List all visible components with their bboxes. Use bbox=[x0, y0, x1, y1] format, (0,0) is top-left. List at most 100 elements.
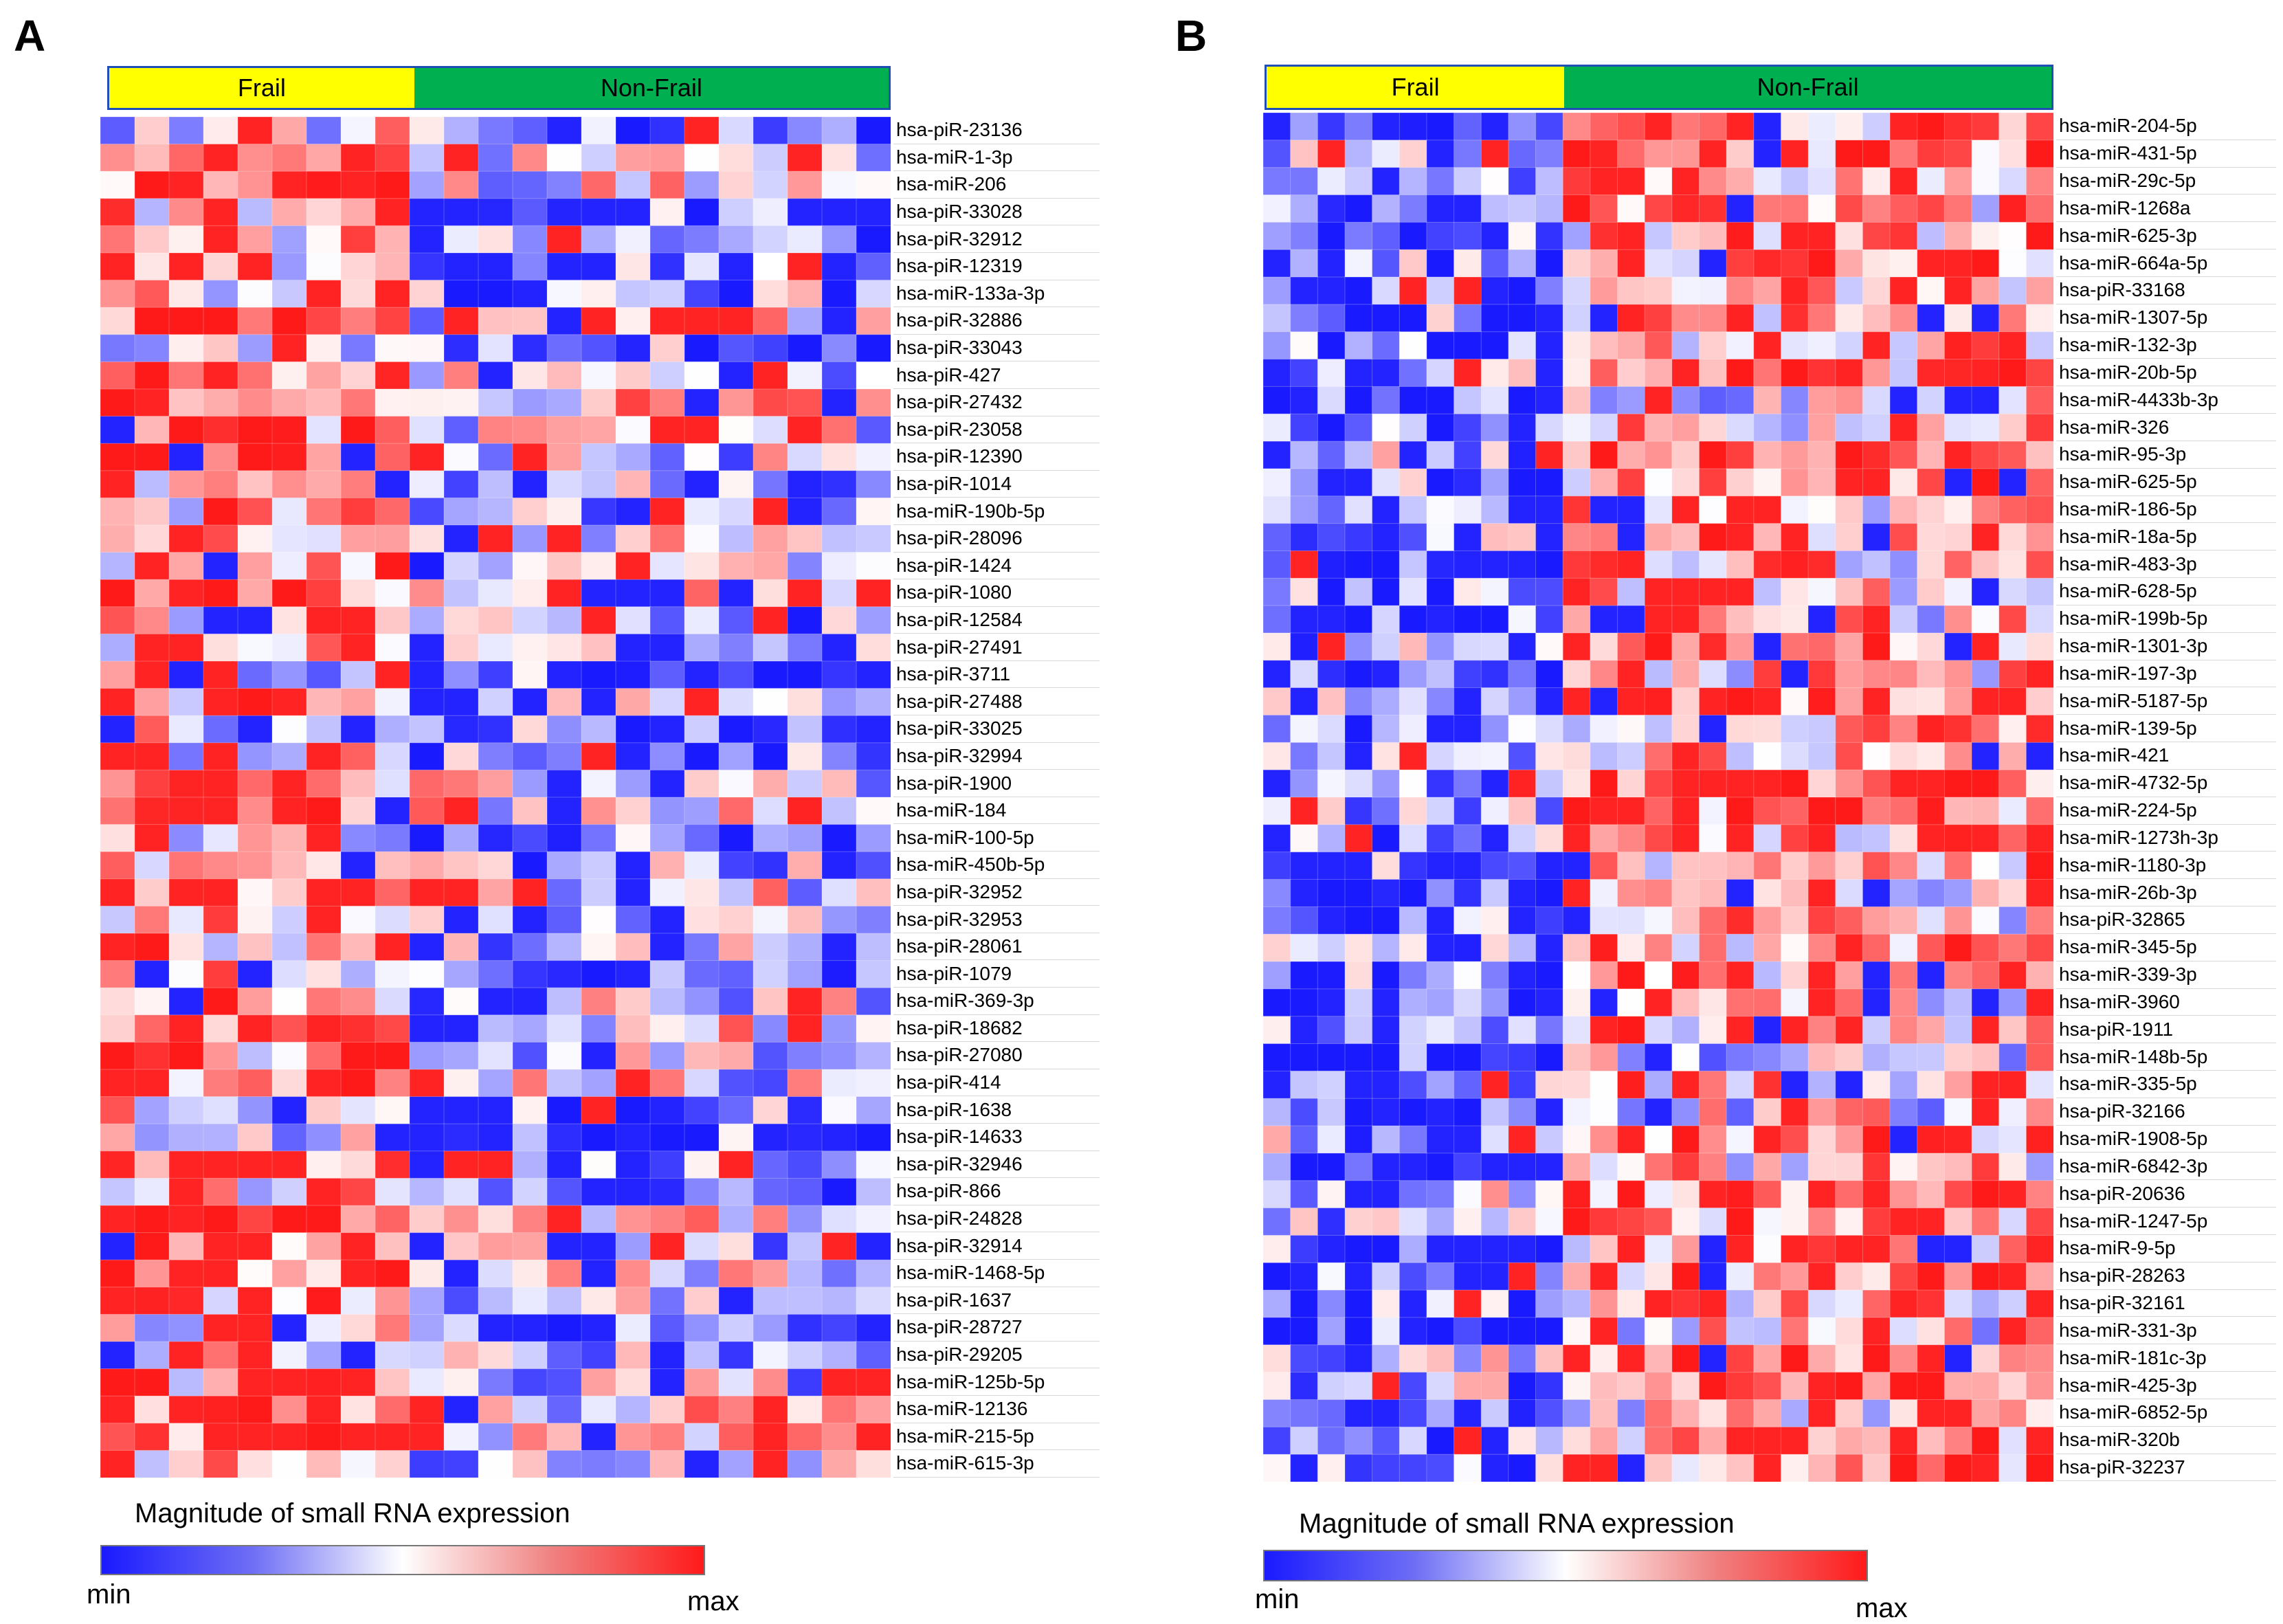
heatmap-cell bbox=[1535, 468, 1564, 497]
panel-a-letter: A bbox=[14, 11, 46, 60]
heatmap-cell bbox=[856, 1123, 891, 1152]
heatmap-cell bbox=[306, 1041, 342, 1071]
heatmap-cell bbox=[718, 225, 754, 254]
heatmap-cell bbox=[1344, 1372, 1373, 1401]
heatmap-cell bbox=[718, 252, 754, 281]
heatmap-cell bbox=[649, 1449, 685, 1478]
heatmap-cell bbox=[1454, 496, 1482, 524]
heatmap-cell bbox=[581, 960, 616, 989]
heatmap-cell bbox=[1562, 1317, 1591, 1346]
heatmap-cell bbox=[1753, 660, 1782, 689]
heatmap-cell bbox=[1753, 1344, 1782, 1373]
heatmap-cell bbox=[1617, 113, 1646, 141]
heatmap-cell bbox=[1944, 577, 1973, 607]
heatmap-cell bbox=[168, 416, 204, 445]
heatmap-cell bbox=[1862, 933, 1891, 963]
heatmap-cell bbox=[1917, 386, 1946, 415]
heatmap-cell bbox=[1535, 1234, 1564, 1264]
heatmap-cell bbox=[1508, 988, 1537, 1017]
heatmap-cell bbox=[1399, 359, 1427, 388]
heatmap-cell bbox=[134, 117, 170, 145]
heatmap-cell bbox=[1917, 961, 1946, 990]
heatmap-cell bbox=[1835, 276, 1864, 305]
heatmap-cell bbox=[443, 443, 479, 471]
heatmap-cell bbox=[1753, 714, 1782, 744]
heatmap-cell bbox=[1535, 1153, 1564, 1181]
heatmap-cell bbox=[168, 1449, 204, 1478]
heatmap-cell bbox=[1917, 167, 1946, 196]
heatmap-cell bbox=[1290, 687, 1319, 716]
heatmap-cell bbox=[512, 688, 548, 717]
heatmap-cell bbox=[718, 1041, 754, 1071]
heatmap-cell bbox=[684, 1423, 720, 1451]
heatmap-cell bbox=[1644, 413, 1673, 443]
heatmap-cell bbox=[1535, 577, 1564, 607]
heatmap-cell bbox=[1917, 1208, 1946, 1236]
heatmap-cell bbox=[1698, 852, 1728, 880]
heatmap-cell bbox=[1617, 386, 1646, 415]
heatmap-cell bbox=[237, 1041, 273, 1071]
row-label: hsa-miR-431-5p bbox=[2056, 140, 2276, 168]
heatmap-cell bbox=[443, 1041, 479, 1071]
heatmap-cell bbox=[581, 1014, 616, 1043]
heatmap-cell bbox=[1344, 769, 1373, 798]
heatmap-cell bbox=[1290, 769, 1319, 798]
heatmap-cell bbox=[203, 524, 238, 553]
heatmap-cell bbox=[1889, 961, 1918, 990]
heatmap-cell bbox=[856, 824, 891, 853]
heatmap-cell bbox=[546, 987, 582, 1016]
heatmap-cell bbox=[718, 1368, 754, 1397]
heatmap-cell bbox=[2025, 523, 2053, 552]
heatmap-cell bbox=[1998, 413, 2027, 443]
heatmap-cell bbox=[443, 606, 479, 635]
heatmap-cell bbox=[1480, 1317, 1509, 1346]
heatmap-cell bbox=[306, 1395, 342, 1424]
row-label: hsa-piR-1079 bbox=[893, 960, 1100, 988]
heatmap-cell bbox=[512, 388, 548, 417]
heatmap-cell bbox=[2025, 742, 2053, 771]
heatmap-cell bbox=[546, 1205, 582, 1234]
heatmap-cell bbox=[1480, 523, 1509, 552]
heatmap-cell bbox=[1807, 797, 1836, 825]
heatmap-cell bbox=[375, 198, 410, 227]
heatmap-cell bbox=[443, 524, 479, 553]
heatmap-cell bbox=[375, 552, 410, 581]
heatmap-cell bbox=[340, 334, 376, 363]
heatmap-cell bbox=[1344, 194, 1373, 223]
heatmap-cell bbox=[546, 144, 582, 173]
heatmap-cell bbox=[1835, 113, 1864, 141]
heatmap-cell bbox=[1454, 1125, 1482, 1154]
heatmap-cell bbox=[753, 1423, 788, 1451]
heatmap-cell bbox=[684, 606, 720, 635]
heatmap-cell bbox=[1944, 496, 1973, 524]
heatmap-cell bbox=[1344, 1399, 1373, 1428]
heatmap-cell bbox=[1726, 331, 1755, 360]
heatmap-cell bbox=[134, 416, 170, 445]
heatmap-cell bbox=[100, 416, 135, 445]
heatmap-cell bbox=[856, 1313, 891, 1343]
heatmap-cell bbox=[478, 470, 513, 499]
heatmap-cell bbox=[787, 1150, 823, 1179]
heatmap-cell bbox=[1862, 1016, 1891, 1045]
heatmap-cell bbox=[1426, 276, 1455, 305]
heatmap-cell bbox=[100, 1096, 135, 1125]
heatmap-cell bbox=[1807, 113, 1836, 141]
heatmap-cell bbox=[1399, 933, 1427, 963]
heatmap-cell bbox=[203, 715, 238, 744]
heatmap-cell bbox=[1480, 413, 1509, 443]
heatmap-cell bbox=[1644, 687, 1673, 716]
heatmap-cell bbox=[1590, 468, 1618, 497]
heatmap-cell bbox=[1862, 331, 1891, 360]
heatmap-cell bbox=[512, 443, 548, 471]
heatmap-cell bbox=[2025, 1344, 2053, 1373]
heatmap-cell bbox=[237, 933, 273, 961]
row-label: hsa-piR-1911 bbox=[2056, 1016, 2276, 1044]
heatmap-cell bbox=[1480, 714, 1509, 744]
heatmap-cell bbox=[2025, 1180, 2053, 1209]
heatmap-cell bbox=[1263, 1098, 1291, 1127]
heatmap-cell bbox=[1317, 221, 1346, 251]
heatmap-cell bbox=[1753, 1180, 1782, 1209]
heatmap-cell bbox=[168, 198, 204, 227]
heatmap-cell bbox=[478, 1205, 513, 1234]
heatmap-cell bbox=[1971, 1125, 2000, 1154]
